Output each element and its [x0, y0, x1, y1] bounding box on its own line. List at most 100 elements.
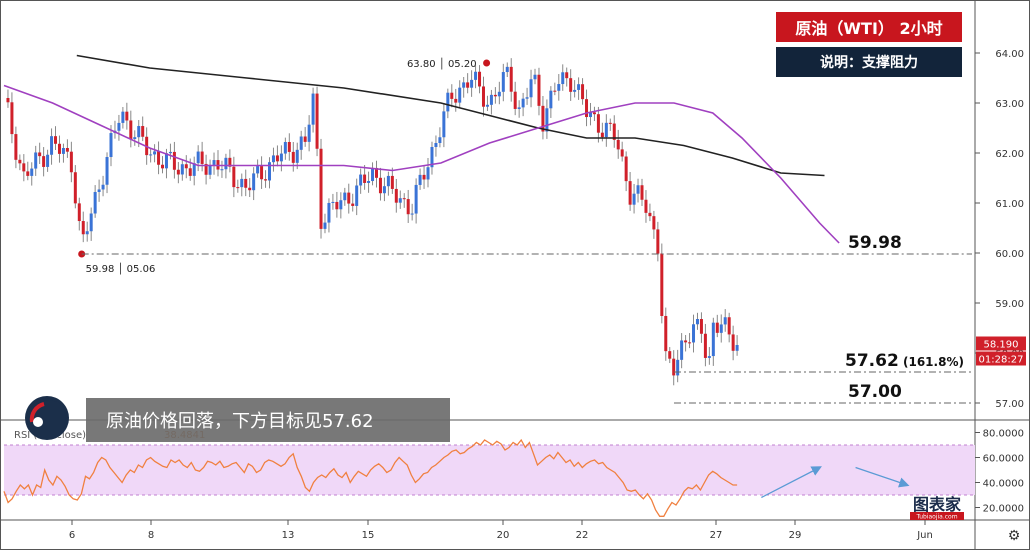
candle-body	[620, 149, 624, 157]
candle-body	[184, 164, 188, 169]
candle-body	[188, 168, 192, 176]
candle-body	[640, 185, 644, 200]
candle-body	[319, 148, 323, 229]
candle-body	[105, 157, 109, 185]
candle-body	[311, 93, 315, 125]
candle-body	[656, 229, 660, 254]
candle-body	[672, 358, 676, 376]
candle-body	[232, 166, 236, 188]
candle-body	[93, 191, 97, 214]
candle-body	[592, 112, 596, 115]
candle-body	[14, 134, 18, 160]
candle-body	[529, 79, 533, 98]
axes: 57.0058.0059.0060.0061.0062.0063.0064.00…	[69, 49, 1026, 544]
candle-body	[715, 322, 719, 333]
settings-gear-icon[interactable]: ⚙	[1008, 528, 1021, 544]
candle-body	[688, 342, 692, 344]
candle-body	[264, 179, 268, 181]
candle-body	[331, 201, 335, 203]
level-label: 59.98	[848, 233, 902, 253]
candle-body	[287, 141, 291, 152]
candle-body	[323, 222, 327, 229]
candle-body	[557, 84, 561, 91]
candle-body	[382, 186, 386, 194]
candle-body	[42, 156, 46, 167]
candle-body	[505, 66, 509, 73]
candle-body	[347, 192, 351, 204]
candle-body	[648, 212, 652, 217]
candle-body	[335, 201, 339, 210]
candle-body	[248, 187, 252, 191]
candle-body	[438, 137, 442, 144]
candle-body	[65, 148, 69, 152]
level-extra-label: (161.8%)	[903, 355, 964, 369]
candle-body	[612, 123, 616, 140]
ma-long-line	[76, 54, 825, 177]
candle-body	[652, 216, 656, 230]
candle-body	[81, 221, 85, 235]
candle-body	[604, 122, 608, 138]
candle-body	[644, 199, 648, 213]
candle-body	[537, 74, 541, 106]
level-label: 57.62	[845, 351, 899, 371]
candle-body	[414, 184, 418, 214]
candle-body	[125, 111, 129, 121]
candle-body	[180, 164, 184, 175]
candle-body	[351, 203, 355, 206]
candle-body	[168, 151, 172, 154]
price-tick-label: 60.00	[995, 249, 1024, 260]
candle-body	[252, 173, 256, 191]
candle-body	[458, 87, 462, 103]
candle-body	[57, 143, 61, 154]
candle-body	[501, 72, 505, 92]
candle-body	[680, 340, 684, 360]
candle-body	[141, 126, 145, 137]
candle-body	[339, 200, 343, 210]
candle-body	[260, 166, 264, 180]
candle-body	[493, 94, 497, 97]
candle-body	[410, 213, 414, 215]
candle-body	[695, 319, 699, 325]
candle-body	[268, 162, 272, 181]
candle-body	[161, 164, 165, 169]
candle-body	[10, 102, 14, 135]
candle-body	[442, 111, 446, 138]
candle-body	[224, 157, 228, 170]
candle-body	[299, 136, 303, 150]
candle-body	[577, 84, 581, 90]
candle-body	[109, 133, 113, 158]
candle-body	[585, 99, 589, 118]
candle-body	[6, 98, 10, 103]
candle-body	[719, 324, 723, 333]
candle-body	[636, 185, 640, 194]
logo-subtext: Tubiaojia.com	[915, 514, 957, 521]
candle-body	[434, 143, 438, 147]
candle-body	[149, 154, 153, 156]
candle-body	[474, 71, 478, 80]
time-tick-label: 8	[148, 530, 154, 541]
candle-body	[684, 340, 688, 343]
candle-body	[228, 157, 232, 167]
candle-body	[355, 185, 359, 206]
candle-body	[367, 181, 371, 183]
brand-logo: 图表家 Tubiaojia.com	[910, 495, 964, 521]
candle-body	[38, 152, 42, 157]
candle-body	[668, 351, 672, 359]
rsi-arrow-up	[761, 466, 822, 499]
candle-body	[462, 82, 466, 88]
candle-body	[295, 149, 299, 163]
candle-body	[34, 152, 38, 169]
candle-body	[386, 175, 390, 187]
countdown-tag	[976, 351, 1026, 366]
candle-body	[18, 159, 22, 164]
candle-body	[240, 178, 244, 188]
candle-body	[164, 153, 168, 169]
candle-body	[54, 136, 58, 144]
candle-body	[692, 324, 696, 343]
level-label: 57.00	[848, 382, 902, 402]
candle-body	[77, 203, 81, 222]
candle-body	[137, 126, 141, 138]
time-tick-label: 29	[789, 530, 802, 541]
candle-body	[129, 120, 133, 139]
